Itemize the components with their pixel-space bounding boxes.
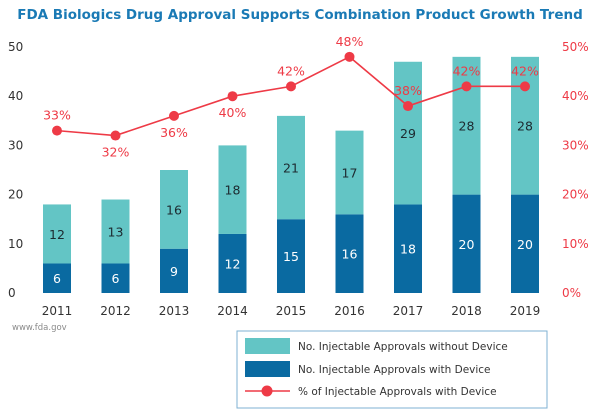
left-tick-label: 40 [8,89,23,103]
legend-label-without-device: No. Injectable Approvals without Device [298,341,508,353]
bar-value-without-device: 12 [49,227,65,242]
percent-marker [461,81,472,92]
percent-label: 42% [277,63,305,78]
bar-value-with-device: 15 [283,249,299,264]
percent-label: 36% [160,125,188,140]
left-tick-label: 20 [8,188,23,202]
right-tick-label: 40% [562,89,589,103]
bar-value-with-device: 18 [400,242,416,257]
percent-label: 32% [102,145,130,160]
legend-marker [261,385,273,397]
percent-label: 33% [43,108,71,123]
percent-marker [344,51,355,62]
percent-marker [520,81,530,92]
right-tick-label: 30% [562,138,589,152]
left-y-axis: 0 10 20 30 40 50 [8,40,23,300]
bar-with-device [452,194,481,293]
left-tick-label: 10 [8,237,23,251]
bar-with-device [277,219,305,293]
legend-swatch-with-device [245,361,290,377]
x-tick-label: 2011 [42,304,73,318]
right-y-axis: 0% 10% 20% 30% 40% 50% [562,40,589,300]
bar-value-without-device: 21 [283,161,299,176]
bar-value-with-device: 20 [459,237,475,252]
bar-without-device [101,199,130,264]
bar-value-with-device: 6 [112,271,120,286]
percent-marker [169,110,179,121]
x-tick-label: 2013 [159,304,190,318]
bar-without-device [452,56,481,195]
line-series: 33% 32% 36% 40% 42% 48% 38% 42% 42% [43,34,539,160]
x-tick-label: 2016 [334,304,365,318]
right-tick-label: 10% [562,237,589,251]
left-tick-label: 30 [8,138,23,152]
percent-marker [52,125,62,136]
right-tick-label: 20% [562,188,589,202]
x-tick-label: 2019 [510,304,541,318]
bar-value-without-device: 28 [459,119,475,134]
bar-value-without-device: 13 [108,225,124,240]
bar-value-with-device: 9 [170,264,178,279]
bar-labels: 6 12 6 13 9 16 12 18 15 21 16 17 18 29 20 28 20 28 [49,119,533,287]
x-tick-label: 2015 [276,304,307,318]
bar-without-device [218,145,247,234]
legend-label-percent: % of Injectable Approvals with Device [298,386,497,398]
source-note: www.fda.gov [12,323,67,333]
right-tick-label: 0% [562,286,581,300]
x-tick-label: 2012 [100,304,131,318]
bar-value-without-device: 29 [400,126,416,141]
bar-value-with-device: 6 [53,271,61,286]
percent-label: 42% [453,63,481,78]
bar-with-device [218,233,247,293]
bar-without-device [277,115,305,220]
bar-without-device [43,204,71,264]
left-tick-label: 50 [8,40,23,54]
bar-value-without-device: 17 [342,165,358,180]
bar-with-device [335,214,364,293]
bar-without-device [394,61,422,205]
bar-value-without-device: 16 [166,202,182,217]
percent-marker [110,130,121,141]
x-tick-label: 2014 [217,304,248,318]
bar-value-with-device: 16 [342,247,358,262]
percent-label: 42% [511,63,539,78]
bar-value-without-device: 28 [517,119,533,134]
bar-with-device [43,263,71,293]
bar-series [43,56,539,293]
bar-value-with-device: 20 [517,237,533,252]
legend: No. Injectable Approvals without Device … [236,330,548,409]
bar-without-device [511,56,539,195]
chart-title: FDA Biologics Drug Approval Supports Com… [17,7,583,23]
right-tick-label: 50% [562,40,589,54]
percent-label: 38% [394,83,422,98]
percent-marker [403,101,413,112]
legend-label-with-device: No. Injectable Approvals with Device [298,364,491,376]
x-axis: 2011 2012 2013 2014 2015 2016 2017 2018 2019 [42,304,541,318]
percent-marker [286,81,296,92]
percent-label: 40% [219,105,247,120]
bar-value-with-device: 12 [225,256,241,271]
left-tick-label: 0 [8,286,16,300]
bar-with-device [101,263,130,293]
bar-value-without-device: 18 [225,183,241,198]
x-tick-label: 2018 [451,304,482,318]
bar-with-device [160,248,188,293]
bar-with-device [511,194,539,293]
bar-without-device [335,130,364,215]
percent-marker [227,91,238,102]
legend-swatch-without-device [245,338,290,354]
bar-without-device [160,170,188,249]
percent-label: 48% [336,34,364,49]
x-tick-label: 2017 [393,304,424,318]
bar-with-device [394,204,422,293]
